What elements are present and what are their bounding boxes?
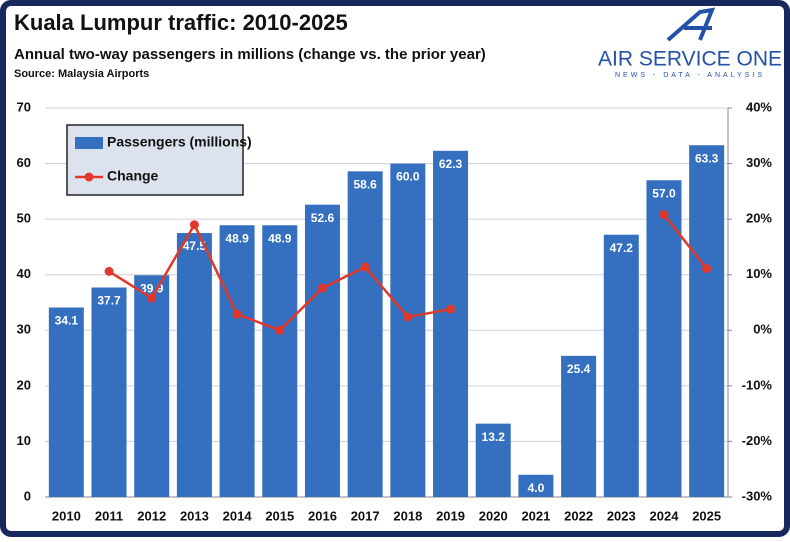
x-tick-label: 2014 — [223, 508, 253, 523]
logo-tagline: NEWS - DATA - ANALYSIS — [615, 72, 765, 79]
line-marker — [403, 312, 413, 322]
legend-label: Passengers (millions) — [107, 134, 252, 150]
bar — [689, 145, 725, 498]
bar — [390, 163, 426, 498]
y-tick-label: 70 — [17, 99, 31, 114]
data-label: 37.7 — [97, 294, 121, 308]
bar — [347, 171, 383, 497]
y-tick-label: 30 — [17, 322, 31, 337]
x-tick-label: 2025 — [692, 508, 721, 523]
bar — [219, 225, 255, 497]
data-label: 58.6 — [353, 178, 377, 192]
data-label: 39.9 — [140, 281, 164, 295]
bar — [475, 423, 511, 497]
x-tick-label: 2015 — [265, 508, 294, 523]
bar — [518, 474, 554, 497]
y2-tick-label: 30% — [746, 155, 772, 170]
y-tick-label: 20 — [17, 377, 31, 392]
y-tick-label: 60 — [17, 155, 31, 170]
y2-tick-label: 10% — [746, 266, 772, 281]
y2-tick-label: 40% — [746, 99, 772, 114]
bar — [304, 204, 340, 498]
line-marker — [104, 266, 114, 276]
logo-name: AIR SERVICE ONE — [598, 48, 782, 71]
bar — [48, 307, 84, 497]
data-label: 52.6 — [311, 211, 335, 225]
data-label: 34.1 — [55, 314, 79, 328]
legend-label: Change — [107, 168, 159, 184]
y-tick-label: 0 — [24, 488, 31, 503]
line-marker — [275, 325, 285, 335]
y-tick-label: 10 — [17, 433, 31, 448]
line-marker — [317, 283, 327, 293]
data-label: 48.9 — [225, 231, 249, 245]
x-tick-label: 2021 — [521, 508, 550, 523]
x-tick-label: 2019 — [436, 508, 465, 523]
data-label: 47.2 — [610, 241, 634, 255]
x-tick-label: 2024 — [650, 508, 680, 523]
x-tick-label: 2010 — [52, 508, 81, 523]
bar — [603, 234, 639, 497]
data-label: 60.0 — [396, 170, 420, 184]
data-label: 47.5 — [183, 239, 207, 253]
legend-marker — [84, 172, 94, 182]
logo-mark — [666, 7, 716, 42]
bar — [91, 287, 127, 497]
y2-tick-label: 0% — [753, 322, 772, 337]
bar — [561, 355, 597, 497]
data-label: 4.0 — [528, 481, 545, 495]
y2-tick-label: -20% — [742, 433, 773, 448]
y-tick-label: 50 — [17, 211, 31, 226]
x-tick-label: 2018 — [393, 508, 422, 523]
chart-subtitle: Annual two-way passengers in millions (c… — [14, 46, 486, 63]
y-tick-label: 40 — [17, 266, 31, 281]
x-tick-label: 2020 — [479, 508, 508, 523]
y2-tick-label: -30% — [742, 488, 773, 503]
bar — [134, 275, 170, 497]
logo: AIR SERVICE ONE NEWS - DATA - ANALYSIS — [598, 7, 782, 79]
line-marker — [147, 293, 157, 303]
source: Source: Malaysia Airports — [14, 68, 149, 80]
y2-tick-label: -10% — [742, 377, 773, 392]
x-tick-label: 2016 — [308, 508, 337, 523]
line-marker — [446, 304, 456, 314]
line-marker — [702, 264, 712, 274]
y2-tick-label: 20% — [746, 211, 772, 226]
x-tick-label: 2017 — [351, 508, 380, 523]
bar — [262, 225, 298, 497]
data-label: 25.4 — [567, 362, 591, 376]
bar — [433, 150, 469, 498]
data-label: 57.0 — [652, 186, 676, 200]
bar — [646, 180, 682, 497]
data-label: 63.3 — [695, 151, 719, 165]
x-tick-label: 2011 — [95, 508, 123, 523]
bar — [176, 233, 212, 498]
x-tick-label: 2012 — [137, 508, 166, 523]
line-marker — [232, 309, 242, 319]
x-tick-label: 2013 — [180, 508, 209, 523]
x-tick-label: 2022 — [564, 508, 593, 523]
data-label: 48.9 — [268, 231, 292, 245]
x-tick-label: 2023 — [607, 508, 636, 523]
legend-box — [66, 124, 244, 196]
chart-title: Kuala Lumpur traffic: 2010-2025 — [14, 10, 348, 35]
data-label: 13.2 — [482, 430, 506, 444]
line-marker — [659, 210, 669, 220]
line-marker — [189, 220, 199, 230]
data-label: 62.3 — [439, 157, 463, 171]
line-marker — [360, 262, 370, 272]
legend-swatch — [75, 137, 103, 149]
